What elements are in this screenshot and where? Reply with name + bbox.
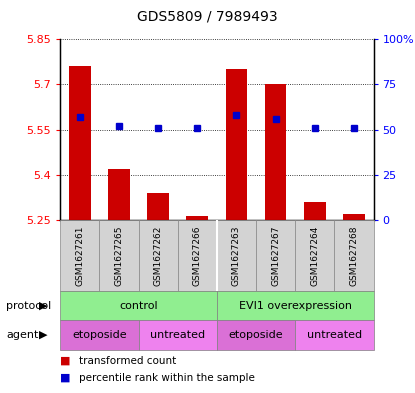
- Bar: [69, 66, 90, 220]
- Bar: [217, 291, 374, 320]
- Text: EVI1 overexpression: EVI1 overexpression: [239, 301, 352, 310]
- Text: GSM1627267: GSM1627267: [271, 225, 280, 286]
- Bar: [147, 193, 169, 220]
- Text: GSM1627263: GSM1627263: [232, 225, 241, 286]
- Bar: [99, 220, 139, 291]
- Bar: [226, 70, 247, 220]
- Text: ■: ■: [60, 373, 71, 383]
- Text: GSM1627266: GSM1627266: [193, 225, 202, 286]
- Text: GSM1627264: GSM1627264: [310, 225, 319, 286]
- Text: ■: ■: [60, 356, 71, 366]
- Text: ▶: ▶: [39, 330, 48, 340]
- Text: agent: agent: [6, 330, 39, 340]
- Text: GSM1627262: GSM1627262: [154, 225, 163, 286]
- Bar: [295, 320, 374, 350]
- Bar: [139, 220, 178, 291]
- Text: etoposide: etoposide: [229, 330, 283, 340]
- Text: GSM1627265: GSM1627265: [115, 225, 123, 286]
- Text: etoposide: etoposide: [72, 330, 127, 340]
- Bar: [217, 320, 295, 350]
- Bar: [217, 220, 256, 291]
- Text: untreated: untreated: [307, 330, 362, 340]
- Bar: [343, 214, 365, 220]
- Bar: [334, 220, 374, 291]
- Text: GSM1627261: GSM1627261: [75, 225, 84, 286]
- Bar: [139, 320, 217, 350]
- Bar: [265, 84, 286, 220]
- Text: transformed count: transformed count: [79, 356, 176, 366]
- Text: GDS5809 / 7989493: GDS5809 / 7989493: [137, 10, 278, 24]
- Bar: [186, 217, 208, 220]
- Bar: [60, 220, 99, 291]
- Text: protocol: protocol: [6, 301, 51, 310]
- Bar: [108, 169, 130, 220]
- Bar: [295, 220, 334, 291]
- Text: ▶: ▶: [39, 301, 48, 310]
- Bar: [256, 220, 295, 291]
- Bar: [60, 291, 217, 320]
- Bar: [304, 202, 325, 220]
- Text: control: control: [119, 301, 158, 310]
- Bar: [178, 220, 217, 291]
- Bar: [60, 320, 139, 350]
- Text: GSM1627268: GSM1627268: [349, 225, 359, 286]
- Text: untreated: untreated: [150, 330, 205, 340]
- Text: percentile rank within the sample: percentile rank within the sample: [79, 373, 255, 383]
